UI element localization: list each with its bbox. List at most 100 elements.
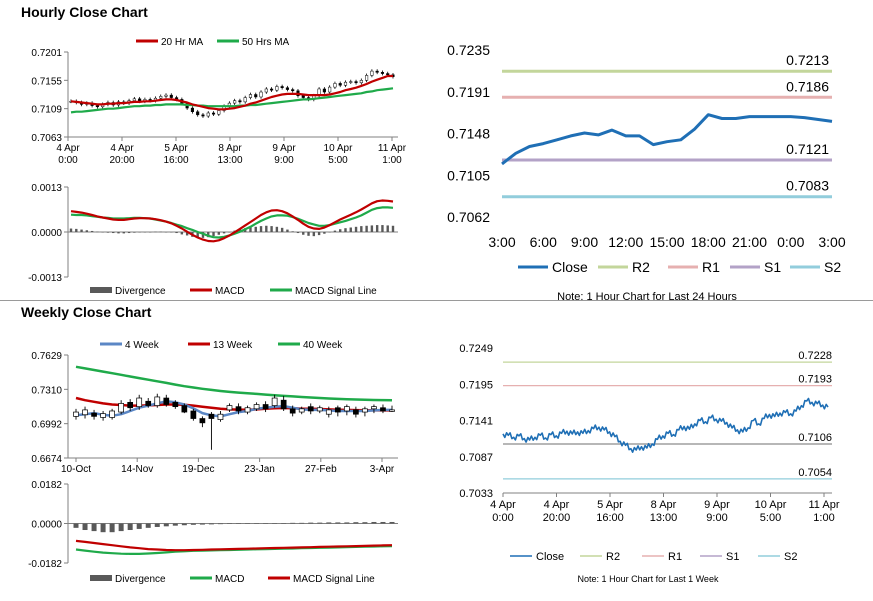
pivot24-xtick-label: 18:00 — [691, 234, 726, 250]
weekly-divergence-bar — [353, 522, 359, 524]
hourly-divergence-bar — [133, 232, 136, 233]
hourly-divergence-bar — [207, 232, 210, 238]
weekly-candle-body — [136, 397, 143, 408]
hourly-candle-body — [338, 83, 342, 86]
hourly-divergence-bar — [117, 232, 120, 234]
pivotwk-xtick-label: 5 Apr — [597, 499, 623, 511]
weekly-divergence-bar — [326, 522, 332, 524]
hourly-candle-body — [159, 96, 163, 99]
weekly-candle-body — [127, 401, 134, 409]
hourly-divergence-bar — [170, 232, 173, 233]
pivot24-legend-label: R1 — [702, 259, 720, 275]
hourly-candle-body — [386, 73, 390, 76]
pivotwk-xtick-label: 16:00 — [596, 512, 624, 524]
pivot24-xtick-label: 15:00 — [649, 234, 684, 250]
weekly-candle-body — [316, 407, 323, 412]
pivot24-level-label-s2: 0.7083 — [786, 178, 829, 194]
pivotwk-xtick-label: 13:00 — [650, 512, 678, 524]
pivot24-xtick-label: 12:00 — [608, 234, 643, 250]
hourly-divergence-bar — [85, 230, 89, 232]
hourly-price-xtick-label: 10 Apr — [324, 143, 354, 154]
hourly-candle-body — [201, 114, 205, 117]
pivot24-ytick-label: 0.7235 — [447, 42, 490, 58]
pivotwk-xtick-label: 10 Apr — [755, 499, 787, 511]
weekly-divergence-bar — [145, 523, 151, 528]
weekly-candle-body — [154, 396, 161, 406]
hourly-divergence-bar — [148, 232, 152, 233]
hourly-divergence-bar — [106, 232, 110, 233]
hourly-candle-body — [243, 97, 247, 103]
hourly-price-xtick-label: 5 Apr — [164, 143, 188, 154]
hourly-divergence-bar — [228, 232, 231, 233]
weekly-candle-body — [109, 410, 115, 418]
pivot24-xtick-label: 0:00 — [777, 234, 804, 250]
weekly-candle-body — [118, 403, 124, 413]
hourly-divergence-bar — [333, 230, 337, 232]
hourly-divergence-bar — [349, 227, 352, 232]
hourly-divergence-bar — [365, 225, 368, 232]
hourly-candle-body — [211, 112, 216, 115]
weekly-divergence-bar — [181, 523, 187, 526]
hourly-candle-body — [206, 112, 210, 117]
pivot24-xtick-label: 6:00 — [530, 234, 557, 250]
pivot24-ytick-label: 0.7148 — [447, 126, 490, 142]
hourly-divergence-bar — [122, 232, 125, 234]
pivotwk-xtick-label: 4 Apr — [490, 499, 516, 511]
weekly-divergence-bar — [100, 523, 106, 533]
weekly-candle-body — [226, 405, 233, 411]
hourly-candle-body — [270, 88, 274, 91]
weekly-divergence-bar — [263, 523, 269, 524]
hourly-macd-ytick-label: 0.0013 — [31, 183, 62, 194]
hourly-divergence-bar — [265, 225, 268, 232]
weekly-candle-body — [181, 405, 188, 413]
pivot24-legend-label: Close — [552, 259, 588, 275]
pivotwk-xtick-label: 11 Apr — [809, 499, 840, 511]
weekly-divergence-bar — [154, 523, 160, 527]
weekly-divergence-bar — [172, 523, 178, 526]
pivotwk-level-label-s2: 0.7054 — [798, 467, 832, 479]
weekly-divergence-bar — [163, 523, 169, 527]
hourly-divergence-bar — [185, 232, 189, 236]
weekly-candle-body — [334, 407, 341, 413]
weekly-divergence-bar — [281, 523, 287, 524]
weekly-divergence-bar — [371, 521, 377, 524]
hourly-price-xtick-label: 13:00 — [217, 155, 242, 166]
hourly-divergence-bar — [328, 232, 331, 233]
pivotwk-xtick-label: 4 Apr — [544, 499, 570, 511]
hourly-divergence-bar — [75, 228, 78, 232]
pivotwk-legend-label: S1 — [726, 551, 739, 563]
weekly-price-xtick-label: 27-Feb — [305, 464, 337, 475]
pivotwk-ytick-label: 0.7195 — [459, 379, 493, 391]
weekly-candle-body — [91, 412, 97, 417]
pivot24-xtick-label: 3:00 — [488, 234, 515, 250]
weekly-candle-body — [100, 413, 106, 418]
hourly-candle-body — [354, 81, 358, 84]
weekly-candle-body — [199, 418, 206, 424]
weekly-legend-divergence-label: Divergence — [115, 574, 166, 585]
pivotwk-ytick-label: 0.7141 — [459, 416, 493, 428]
weekly-ma40-line — [75, 365, 393, 402]
weekly-candle-body — [371, 406, 377, 410]
hourly-legend-ma20-label: 20 Hr MA — [161, 37, 204, 48]
hourly-legend-divergence-swatch — [90, 287, 112, 293]
hourly-candle-body — [375, 70, 379, 73]
hourly-price-xtick-label: 0:00 — [58, 155, 78, 166]
hourly-divergence-bar — [69, 228, 73, 232]
weekly-candle-body — [289, 408, 296, 414]
hourly-divergence-bar — [270, 226, 273, 232]
hourly-candle-body — [349, 81, 353, 83]
hourly-divergence-bar — [112, 232, 115, 234]
hourly-candle-body — [264, 88, 268, 93]
pivotwk-xtick-label: 1:00 — [813, 512, 834, 524]
weekly-price-xtick-label: 10-Oct — [61, 464, 91, 475]
pivotwk-xtick-label: 5:00 — [760, 512, 781, 524]
hourly-candle-body — [238, 100, 242, 103]
weekly-divergence-bar — [82, 523, 88, 531]
hourly-divergence-bar — [307, 232, 310, 236]
hourly-ma20-line — [70, 74, 393, 111]
weekly-candle-body — [244, 407, 251, 413]
weekly-candle-body — [271, 397, 278, 406]
weekly-divergence-bar — [335, 522, 341, 524]
pivotwk-legend-label: R1 — [668, 551, 682, 563]
